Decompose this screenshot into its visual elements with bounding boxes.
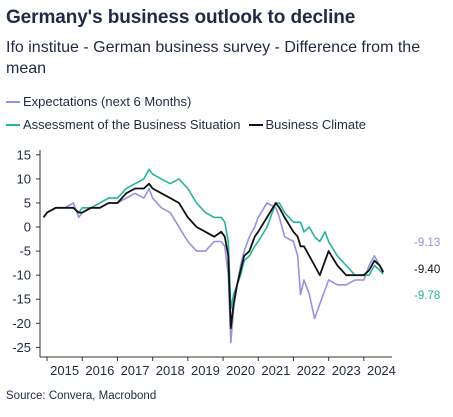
legend-label-assessment: Assessment of the Business Situation [23, 117, 241, 132]
legend-swatch-climate [248, 123, 263, 126]
chart-title: Germany's business outlook to decline [6, 7, 356, 28]
legend-label-expectations: Expectations (next 6 Months) [23, 94, 192, 109]
y-tick-label: -5 [19, 244, 31, 259]
y-tick-label: -25 [12, 340, 31, 355]
legend-item-assessment[interactable]: Assessment of the Business Situation [6, 117, 241, 132]
x-tick-label: 2022 [297, 363, 326, 378]
y-tick-label: 0 [24, 220, 31, 235]
y-tick-label: -10 [12, 268, 31, 283]
source-note: Source: Convera, Macrobond [6, 390, 157, 402]
legend-item-expectations[interactable]: Expectations (next 6 Months) [6, 94, 191, 109]
end-label-expectations: -9.13 [414, 237, 440, 249]
chart-subtitle: Ifo institue - German business survey - … [6, 39, 421, 77]
y-tick-label: -20 [12, 316, 31, 331]
x-tick-label: 2024 [367, 363, 396, 378]
x-tick-label: 2018 [156, 363, 185, 378]
x-tick-label: 2015 [50, 363, 79, 378]
end-label-climate: -9.40 [414, 264, 440, 276]
y-tick-label: 10 [17, 171, 31, 186]
end-label-assessment: -9.78 [414, 290, 440, 302]
legend-item-climate[interactable]: Business Climate [248, 117, 366, 132]
series-line-expectations [42, 187, 384, 344]
series-line-assessment [42, 168, 384, 310]
x-tick-label: 2019 [191, 363, 220, 378]
x-tick-label: 2023 [332, 363, 361, 378]
series-line-climate [42, 182, 385, 329]
x-tick-label: 2021 [261, 363, 290, 378]
x-tick-label: 2017 [121, 363, 150, 378]
y-tick-label: -15 [12, 292, 31, 307]
y-tick-label: 15 [17, 147, 31, 162]
legend-swatch-expectations [6, 100, 20, 103]
x-tick-label: 2016 [85, 363, 114, 378]
legend-row-2: Assessment of the Business Situation Bus… [6, 117, 374, 132]
legend-swatch-assessment [6, 123, 20, 126]
legend-row-1: Expectations (next 6 Months) [6, 94, 199, 109]
legend-label-climate: Business Climate [265, 117, 366, 132]
y-tick-label: 5 [24, 195, 31, 210]
x-tick-label: 2020 [226, 363, 255, 378]
